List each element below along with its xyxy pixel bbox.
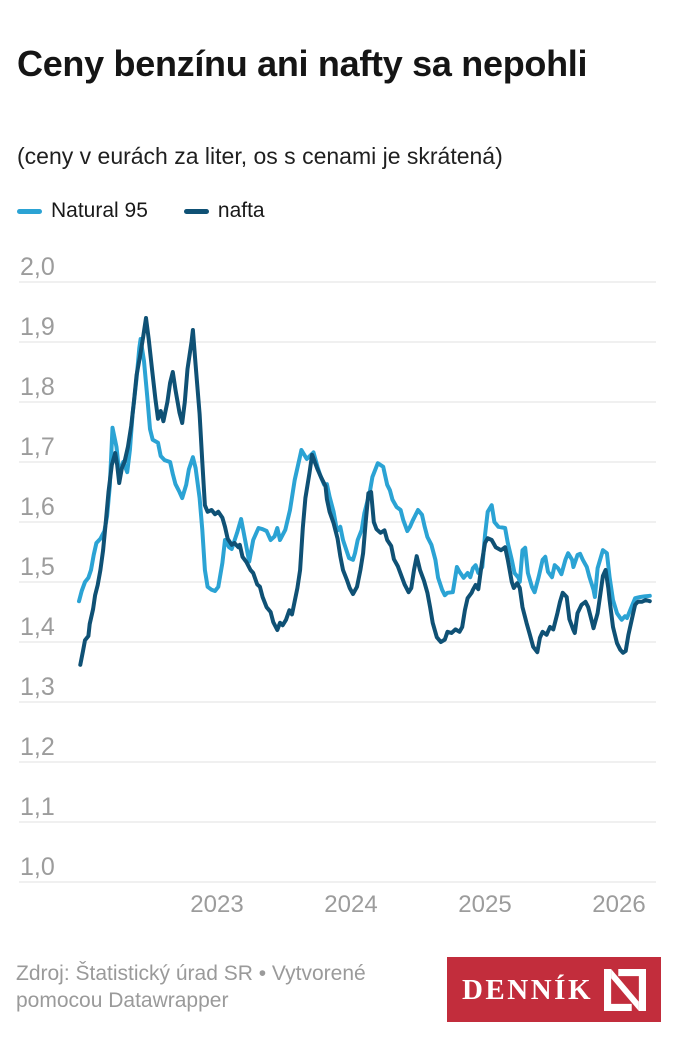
legend-item-nafta: nafta <box>183 199 265 223</box>
y-tick-label: 1,4 <box>20 613 55 641</box>
y-tick-label: 1,0 <box>20 853 55 881</box>
chart-subtitle: (ceny v eurách za liter, os s cenami je … <box>17 143 503 169</box>
y-tick-label: 1,8 <box>20 373 55 401</box>
y-tick-label: 1,9 <box>20 313 55 341</box>
legend-line-swatch-natural95-icon <box>17 208 42 214</box>
x-tick-label: 2026 <box>592 891 645 918</box>
chart-legend: Natural 95 nafta <box>17 199 265 223</box>
y-tick-label: 1,1 <box>20 793 55 821</box>
dennik-n-monogram-icon <box>604 968 646 1011</box>
source-attribution: Zdroj: Štatistický úrad SR • Vytvorené p… <box>16 961 436 1015</box>
line-nafta <box>78 316 652 667</box>
source-line-1: Zdroj: Štatistický úrad SR • Vytvorené <box>16 962 366 985</box>
y-tick-label: 1,5 <box>20 553 55 581</box>
x-tick-label: 2024 <box>324 891 377 918</box>
y-tick-label: 1,2 <box>20 733 55 761</box>
x-tick-label: 2025 <box>458 891 511 918</box>
y-tick-label: 1,3 <box>20 673 55 701</box>
y-tick-label: 1,6 <box>20 493 55 521</box>
legend-item-natural95: Natural 95 <box>17 199 148 223</box>
legend-label-natural95: Natural 95 <box>51 199 148 222</box>
dennik-n-logo[interactable]: DENNÍK <box>447 957 661 1022</box>
y-tick-label: 1,7 <box>20 433 55 461</box>
x-tick-label: 2023 <box>190 891 243 918</box>
legend-label-nafta: nafta <box>217 199 265 222</box>
page-title: Ceny benzínu ani nafty sa nepohli <box>17 43 588 85</box>
y-tick-label: 2,0 <box>20 253 55 281</box>
source-line-2: pomocou Datawrapper <box>16 988 229 1012</box>
dennik-n-wordmark: DENNÍK <box>461 974 593 1006</box>
legend-line-swatch-nafta-icon <box>183 208 209 214</box>
line-natural95 <box>77 337 652 622</box>
